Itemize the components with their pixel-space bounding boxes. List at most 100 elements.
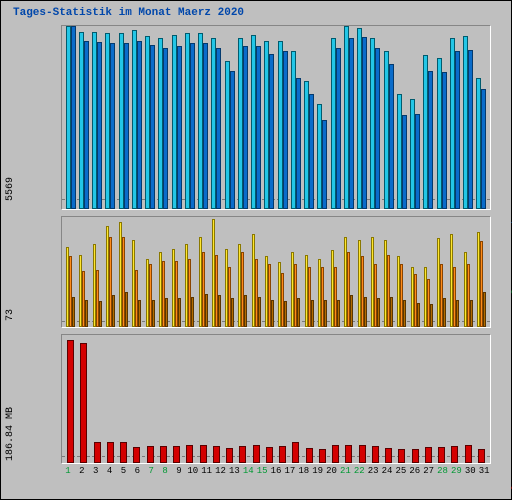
day-slot [250, 335, 263, 463]
day-slot [223, 335, 236, 463]
bar [442, 72, 447, 209]
bar [415, 114, 420, 209]
bar [125, 292, 128, 327]
bar [478, 449, 485, 463]
bar [178, 298, 181, 327]
day-slot [316, 217, 329, 327]
bar [239, 446, 246, 463]
bar [377, 298, 380, 327]
x-tick: 23 [366, 466, 380, 476]
x-tick: 20 [325, 466, 339, 476]
x-tick: 15 [255, 466, 269, 476]
day-slot [104, 26, 117, 209]
chart-container: Tages-Statistik im Monat Maerz 2020 5569… [0, 0, 512, 500]
bar [403, 300, 406, 327]
bar [152, 300, 155, 327]
day-slot [316, 335, 329, 463]
day-slot [329, 335, 342, 463]
day-slot [276, 217, 289, 327]
day-slot [435, 26, 448, 209]
bar [481, 89, 486, 209]
panel-volumen [61, 334, 491, 464]
x-tick: 25 [394, 466, 408, 476]
day-slot [236, 335, 249, 463]
bar [417, 303, 420, 327]
day-slot [130, 217, 143, 327]
day-slot [236, 217, 249, 327]
bar [269, 54, 274, 209]
bar [147, 446, 154, 463]
bar [359, 445, 366, 463]
bar [456, 300, 459, 327]
day-slot [117, 217, 130, 327]
bar [173, 446, 180, 463]
day-slot [144, 26, 157, 209]
day-slot [289, 26, 302, 209]
bar [364, 297, 367, 327]
bar [258, 297, 261, 327]
day-slot [342, 335, 355, 463]
x-tick: 3 [89, 466, 103, 476]
bar [465, 445, 472, 463]
bar [94, 442, 101, 463]
bar [266, 447, 273, 463]
day-slot [197, 217, 210, 327]
x-tick: 10 [186, 466, 200, 476]
day-slot [77, 217, 90, 327]
x-tick: 18 [297, 466, 311, 476]
day-slot [448, 335, 461, 463]
bar [322, 120, 327, 209]
bar [71, 26, 76, 209]
day-slot [395, 217, 408, 327]
day-slot [475, 217, 488, 327]
bar [218, 295, 221, 327]
day-slot [289, 217, 302, 327]
panel-anfragen-dateien [61, 25, 491, 210]
bar [253, 445, 260, 463]
bar [336, 48, 341, 209]
day-slot [369, 217, 382, 327]
x-tick: 7 [144, 466, 158, 476]
bar [402, 115, 407, 209]
day-slot [157, 217, 170, 327]
bar [324, 300, 327, 327]
day-slot [303, 26, 316, 209]
day-slot [382, 217, 395, 327]
x-tick: 24 [380, 466, 394, 476]
bar [177, 46, 182, 209]
day-slot [64, 217, 77, 327]
day-slot [369, 26, 382, 209]
day-slot [64, 335, 77, 463]
day-slot [422, 335, 435, 463]
day-slot [356, 335, 369, 463]
x-tick: 5 [117, 466, 131, 476]
bar [124, 43, 129, 209]
day-slot [395, 335, 408, 463]
bar [390, 297, 393, 327]
day-slot [329, 26, 342, 209]
bar [375, 48, 380, 209]
x-tick: 12 [214, 466, 228, 476]
day-slot [342, 26, 355, 209]
x-axis: 1234567891011121314151617181920212223242… [61, 466, 491, 476]
ylabel-bot: 186.84 MB [5, 407, 16, 461]
day-slot [77, 26, 90, 209]
bar [438, 447, 445, 463]
day-slot [303, 335, 316, 463]
day-slot [276, 335, 289, 463]
x-tick: 6 [130, 466, 144, 476]
bar [67, 340, 74, 463]
day-slot [77, 335, 90, 463]
day-slot [342, 217, 355, 327]
x-tick: 13 [228, 466, 242, 476]
x-tick: 21 [339, 466, 353, 476]
day-slot [91, 335, 104, 463]
day-slot [369, 335, 382, 463]
day-slot [104, 217, 117, 327]
bar [97, 42, 102, 209]
x-tick: 2 [75, 466, 89, 476]
day-slot [223, 26, 236, 209]
panel-seiten-besuche-rechner [61, 216, 491, 328]
day-slot [183, 335, 196, 463]
x-tick: 26 [408, 466, 422, 476]
